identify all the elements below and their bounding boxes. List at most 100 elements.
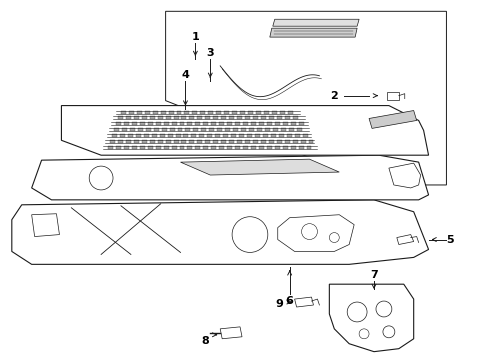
Polygon shape	[162, 129, 167, 131]
Polygon shape	[108, 146, 113, 149]
Polygon shape	[196, 146, 200, 149]
Polygon shape	[126, 140, 131, 143]
Polygon shape	[181, 117, 187, 120]
Polygon shape	[179, 146, 184, 149]
Polygon shape	[217, 129, 222, 131]
Circle shape	[376, 301, 392, 317]
Polygon shape	[275, 146, 280, 149]
Circle shape	[89, 166, 113, 190]
Polygon shape	[145, 111, 150, 113]
Polygon shape	[237, 117, 242, 120]
Polygon shape	[291, 146, 295, 149]
Polygon shape	[116, 146, 121, 149]
Polygon shape	[136, 134, 141, 137]
Circle shape	[383, 326, 395, 338]
Text: 7: 7	[370, 270, 378, 280]
Polygon shape	[269, 140, 274, 143]
Polygon shape	[32, 155, 429, 200]
Polygon shape	[272, 111, 277, 113]
Polygon shape	[211, 122, 216, 125]
Polygon shape	[128, 134, 133, 137]
Polygon shape	[118, 140, 123, 143]
Polygon shape	[126, 117, 131, 120]
Polygon shape	[205, 140, 210, 143]
Polygon shape	[164, 146, 169, 149]
Polygon shape	[291, 122, 295, 125]
Polygon shape	[179, 122, 184, 125]
Polygon shape	[249, 129, 254, 131]
Polygon shape	[256, 111, 261, 113]
Polygon shape	[237, 140, 242, 143]
Polygon shape	[161, 111, 166, 113]
Polygon shape	[146, 129, 151, 131]
Polygon shape	[203, 122, 208, 125]
Polygon shape	[235, 122, 240, 125]
Polygon shape	[118, 117, 123, 120]
Polygon shape	[140, 146, 145, 149]
Polygon shape	[158, 117, 163, 120]
Polygon shape	[185, 129, 191, 131]
Circle shape	[301, 224, 318, 239]
Polygon shape	[122, 129, 127, 131]
Polygon shape	[261, 140, 266, 143]
Polygon shape	[259, 122, 264, 125]
Text: 8: 8	[201, 336, 209, 346]
Text: 1: 1	[192, 32, 199, 42]
Polygon shape	[233, 129, 238, 131]
Polygon shape	[275, 122, 280, 125]
Polygon shape	[192, 134, 196, 137]
Polygon shape	[221, 140, 226, 143]
Polygon shape	[140, 122, 145, 125]
Polygon shape	[294, 134, 299, 137]
Polygon shape	[387, 92, 399, 100]
Polygon shape	[273, 19, 359, 26]
Polygon shape	[184, 111, 190, 113]
Text: 6: 6	[286, 296, 294, 306]
Polygon shape	[120, 134, 125, 137]
Polygon shape	[166, 117, 171, 120]
Polygon shape	[166, 140, 171, 143]
Polygon shape	[247, 134, 252, 137]
Polygon shape	[329, 284, 414, 352]
Polygon shape	[201, 129, 206, 131]
Polygon shape	[232, 111, 237, 113]
Polygon shape	[243, 122, 248, 125]
Polygon shape	[259, 146, 264, 149]
Polygon shape	[129, 111, 134, 113]
Polygon shape	[273, 129, 278, 131]
Polygon shape	[255, 134, 260, 137]
Polygon shape	[12, 200, 429, 264]
Polygon shape	[265, 129, 270, 131]
Polygon shape	[235, 146, 240, 149]
Polygon shape	[142, 117, 147, 120]
Polygon shape	[248, 111, 253, 113]
Polygon shape	[245, 140, 250, 143]
Polygon shape	[227, 122, 232, 125]
Polygon shape	[208, 111, 213, 113]
Polygon shape	[156, 146, 161, 149]
Polygon shape	[300, 140, 306, 143]
Polygon shape	[293, 140, 297, 143]
Polygon shape	[213, 117, 218, 120]
Polygon shape	[309, 140, 314, 143]
Polygon shape	[176, 111, 181, 113]
Polygon shape	[223, 134, 228, 137]
Polygon shape	[130, 129, 135, 131]
Polygon shape	[175, 134, 180, 137]
Polygon shape	[112, 134, 117, 137]
Polygon shape	[302, 134, 308, 137]
Polygon shape	[219, 146, 224, 149]
Circle shape	[329, 233, 339, 243]
Polygon shape	[219, 122, 224, 125]
Polygon shape	[307, 146, 312, 149]
Circle shape	[232, 217, 268, 252]
Polygon shape	[137, 111, 142, 113]
Polygon shape	[241, 129, 246, 131]
Circle shape	[347, 302, 367, 322]
Polygon shape	[287, 134, 292, 137]
Polygon shape	[227, 146, 232, 149]
Polygon shape	[270, 28, 357, 37]
Polygon shape	[243, 146, 248, 149]
Polygon shape	[158, 140, 163, 143]
Polygon shape	[288, 111, 293, 113]
